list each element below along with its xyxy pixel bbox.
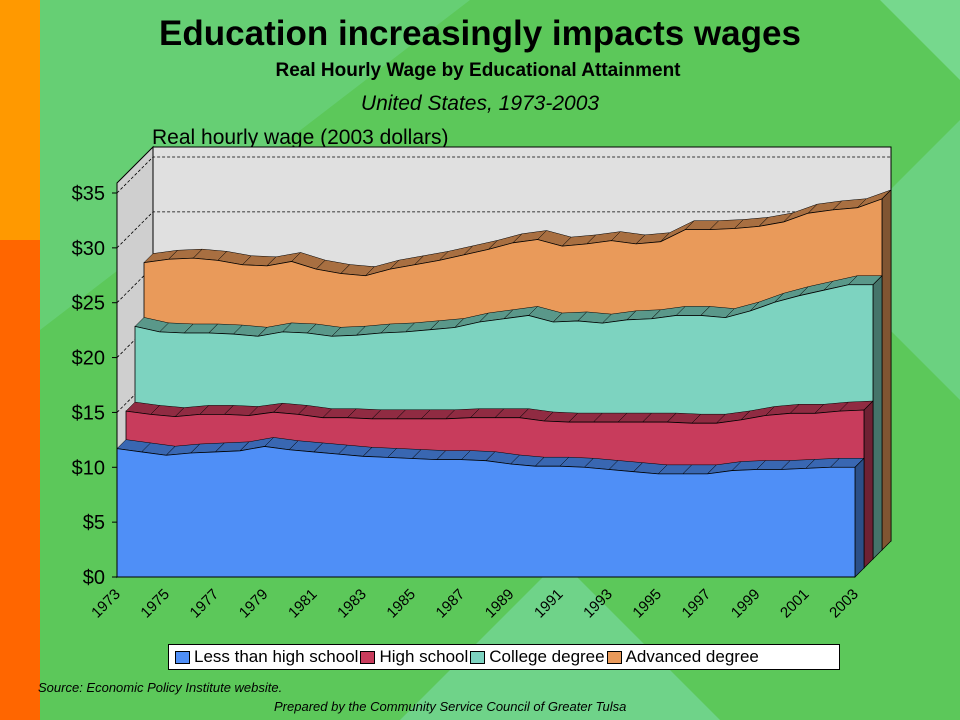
y-tick-label: $5 <box>83 512 105 534</box>
chart-subtitle: Real Hourly Wage by Educational Attainme… <box>275 60 681 81</box>
legend-item-less-than-hs: Less than high school <box>175 647 358 667</box>
y-tick-label: $25 <box>72 293 105 315</box>
legend-label: College degree <box>489 647 605 666</box>
legend-item-advanced: Advanced degree <box>606 647 759 667</box>
y-tick-label: $20 <box>72 348 105 370</box>
chart-legend: Less than high school High school Colleg… <box>168 644 840 670</box>
legend-item-college: College degree <box>470 647 605 667</box>
x-tick-label: 2001 <box>777 586 813 622</box>
x-tick-label: 1995 <box>629 586 665 622</box>
x-tick-label: 1987 <box>433 586 469 622</box>
y-tick-label: $15 <box>72 402 105 424</box>
x-tick-label: 1993 <box>580 586 616 622</box>
x-tick-label: 1973 <box>88 586 124 622</box>
series-end-face <box>854 457 865 578</box>
x-tick-label: 1983 <box>334 586 370 622</box>
y-tick-label: $0 <box>83 567 105 589</box>
gridline <box>116 211 891 249</box>
x-tick-label: 1975 <box>137 586 173 622</box>
legend-swatch <box>175 650 190 664</box>
x-tick-label: 1997 <box>679 586 715 622</box>
x-tick-label: 1985 <box>383 586 419 622</box>
series-end-face <box>863 400 874 569</box>
y-tick-label: $35 <box>72 183 105 205</box>
legend-item-high-school: High school <box>360 647 468 667</box>
x-tick-label: 1977 <box>187 586 223 622</box>
series-end-face <box>872 274 883 560</box>
y-axis-title: Real hourly wage (2003 dollars) <box>152 126 449 149</box>
y-tick-label: $10 <box>72 457 105 479</box>
legend-swatch <box>606 650 622 664</box>
x-tick-label: 1999 <box>728 586 764 622</box>
x-tick-label: 2003 <box>826 586 862 622</box>
legend-swatch <box>470 650 486 664</box>
x-tick-label: 1989 <box>482 586 518 622</box>
x-tick-label: 1991 <box>531 586 567 622</box>
series-area-less-than-high-school <box>116 446 856 578</box>
accent-bar-top <box>0 0 40 240</box>
x-tick-label: 1979 <box>236 586 272 622</box>
legend-label: Less than high school <box>194 647 359 666</box>
legend-label: High school <box>379 647 469 666</box>
credit-note: Prepared by the Community Service Counci… <box>274 699 627 714</box>
series-end-face <box>881 189 892 551</box>
x-tick-label: 1981 <box>285 586 321 622</box>
chart-region: United States, 1973-2003 <box>360 92 600 115</box>
legend-label: Advanced degree <box>625 647 759 666</box>
legend-swatch <box>360 650 376 664</box>
slide-title: Education increasingly impacts wages <box>159 14 801 53</box>
y-tick-label: $30 <box>72 238 105 260</box>
source-note: Source: Economic Policy Institute websit… <box>38 680 283 695</box>
gridline <box>116 156 891 194</box>
accent-bar-bottom <box>0 240 40 720</box>
